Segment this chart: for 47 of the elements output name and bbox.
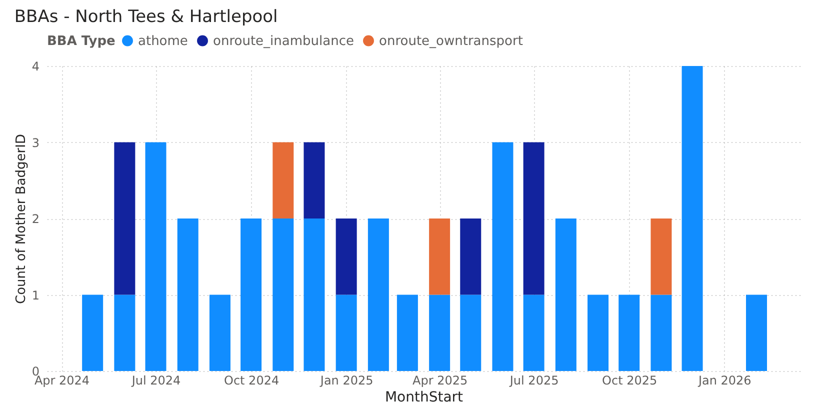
bar — [336, 294, 357, 371]
bar — [650, 218, 672, 295]
bar — [82, 294, 104, 371]
bar — [114, 294, 136, 371]
bar — [209, 294, 230, 371]
x-tick-label: Jul 2025 — [508, 374, 559, 388]
legend-label: athome — [138, 34, 188, 49]
bar — [177, 218, 198, 371]
bar — [114, 142, 136, 295]
bar — [555, 218, 576, 371]
bar — [368, 218, 389, 371]
y-tick-label: 4 — [32, 60, 40, 74]
x-tick-label: Oct 2025 — [602, 374, 658, 388]
y-tick-label: 1 — [32, 288, 40, 302]
bar — [429, 294, 450, 371]
bar — [746, 294, 767, 371]
bar — [492, 142, 514, 371]
bar — [272, 142, 294, 218]
bar — [618, 294, 640, 371]
x-tick-label: Apr 2025 — [412, 374, 468, 388]
x-tick-label: Oct 2024 — [224, 374, 280, 388]
legend-label: onroute_owntransport — [379, 34, 523, 49]
chart-title: BBAs - North Tees & Hartlepool — [14, 7, 278, 27]
bar — [429, 218, 450, 295]
bar — [588, 294, 609, 371]
bar — [523, 142, 544, 295]
x-tick-label: Jul 2024 — [130, 374, 181, 388]
bar — [650, 294, 672, 371]
bar — [460, 294, 482, 371]
bar — [460, 218, 482, 295]
bar — [272, 218, 294, 371]
bar — [240, 218, 262, 371]
bar — [396, 294, 418, 371]
x-tick-label: Jan 2026 — [697, 374, 752, 388]
legend-label: onroute_inambulance — [213, 34, 354, 49]
bar — [304, 218, 325, 371]
bar — [523, 294, 544, 371]
y-axis-title: Count of Mother BadgerID — [14, 134, 29, 304]
y-tick-label: 3 — [32, 136, 40, 150]
legend-title: BBA Type — [47, 34, 116, 49]
x-tick-label: Jan 2025 — [319, 374, 374, 388]
bar — [336, 218, 357, 295]
bar — [145, 142, 166, 371]
bar — [682, 66, 703, 371]
x-axis-title: MonthStart — [384, 390, 464, 406]
bar — [304, 142, 325, 218]
y-tick-label: 2 — [32, 212, 40, 226]
